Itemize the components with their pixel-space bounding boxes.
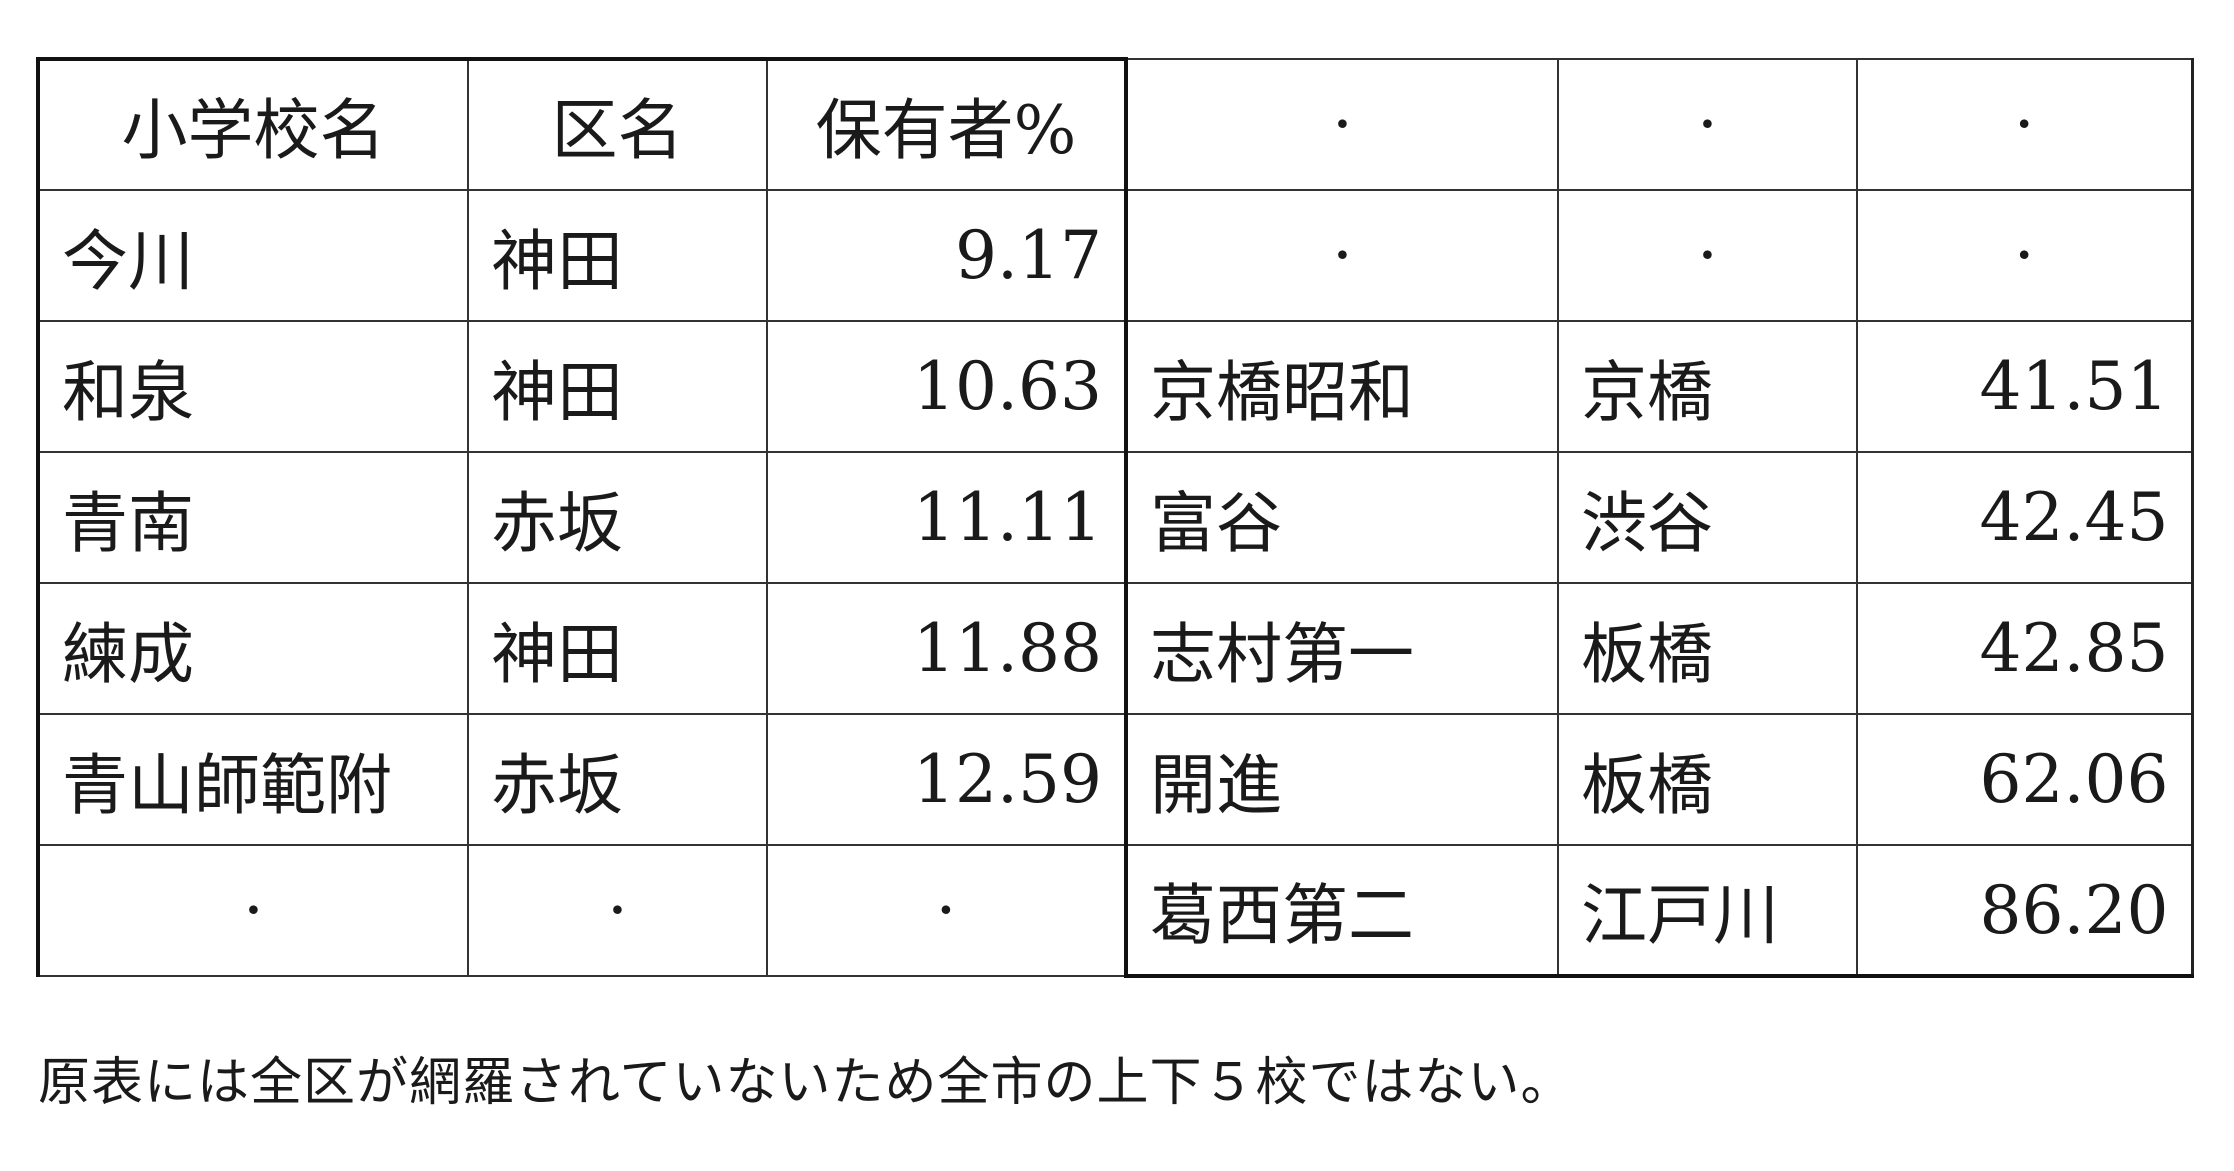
- table-cell: 練成: [36, 582, 469, 715]
- table-cell: ·: [467, 844, 768, 977]
- table-cell: ·: [766, 844, 1128, 977]
- table-cell: 京橋: [1557, 320, 1858, 453]
- table-footnote: 原表には全区が網羅されていないため全市の上下５校ではない。: [38, 1053, 1574, 1113]
- table-cell: 10.63: [766, 320, 1128, 453]
- table-row: 練成 神田 11.88 志村第一 板橋 42.85: [36, 582, 2194, 715]
- table-row: 青山師範附 赤坂 12.59 開進 板橋 62.06: [36, 713, 2194, 846]
- table-cell: 富谷: [1125, 451, 1559, 584]
- table-cell: 神田: [467, 582, 768, 715]
- header-cell: 保有者%: [766, 57, 1128, 191]
- table-cell: 開進: [1125, 713, 1559, 846]
- table-cell: 赤坂: [467, 451, 768, 584]
- header-cell: 区名: [467, 57, 768, 191]
- table-cell: ·: [1125, 189, 1559, 322]
- table-cell: 和泉: [36, 320, 469, 453]
- table-cell: 42.85: [1856, 582, 2194, 715]
- table-cell: 9.17: [766, 189, 1128, 322]
- table-row: 和泉 神田 10.63 京橋昭和 京橋 41.51: [36, 320, 2194, 453]
- table-cell: 赤坂: [467, 713, 768, 846]
- table-cell: ·: [36, 844, 469, 977]
- table-cell: 葛西第二: [1125, 844, 1559, 978]
- header-cell: 小学校名: [36, 57, 469, 191]
- table-cell: 41.51: [1856, 320, 2194, 453]
- table-cell: 志村第一: [1125, 582, 1559, 715]
- table-cell: 86.20: [1856, 844, 2194, 978]
- table-row: 青南 赤坂 11.11 富谷 渋谷 42.45: [36, 451, 2194, 584]
- table-cell: 今川: [36, 189, 469, 322]
- table-cell: 板橋: [1557, 713, 1858, 846]
- table-cell: 神田: [467, 189, 768, 322]
- table-cell: 神田: [467, 320, 768, 453]
- table-cell: 板橋: [1557, 582, 1858, 715]
- table-cell: ·: [1557, 189, 1858, 322]
- table-cell: ·: [1125, 58, 1559, 191]
- table-cell: 京橋昭和: [1125, 320, 1559, 453]
- header-row: 小学校名 区名 保有者% · · ·: [36, 57, 2194, 191]
- table-cell: 11.11: [766, 451, 1128, 584]
- table-cell: 11.88: [766, 582, 1128, 715]
- table-cell: ·: [1856, 58, 2194, 191]
- table-cell: 青南: [36, 451, 469, 584]
- table-cell: 42.45: [1856, 451, 2194, 584]
- table-cell: 12.59: [766, 713, 1128, 846]
- table-cell: 62.06: [1856, 713, 2194, 846]
- table-cell: ·: [1557, 58, 1858, 191]
- table-cell: ·: [1856, 189, 2194, 322]
- table-cell: 江戸川: [1557, 844, 1858, 978]
- table-cell: 青山師範附: [36, 713, 469, 846]
- school-table: 小学校名 区名 保有者% · · · 今川 神田 9.17 · · · 和泉 神田 10.63 京橋昭和 京橋 4…: [36, 57, 2194, 978]
- table-row: · · · 葛西第二 江戸川 86.20: [36, 844, 2194, 978]
- table-row: 今川 神田 9.17 · · ·: [36, 189, 2194, 322]
- table-cell: 渋谷: [1557, 451, 1858, 584]
